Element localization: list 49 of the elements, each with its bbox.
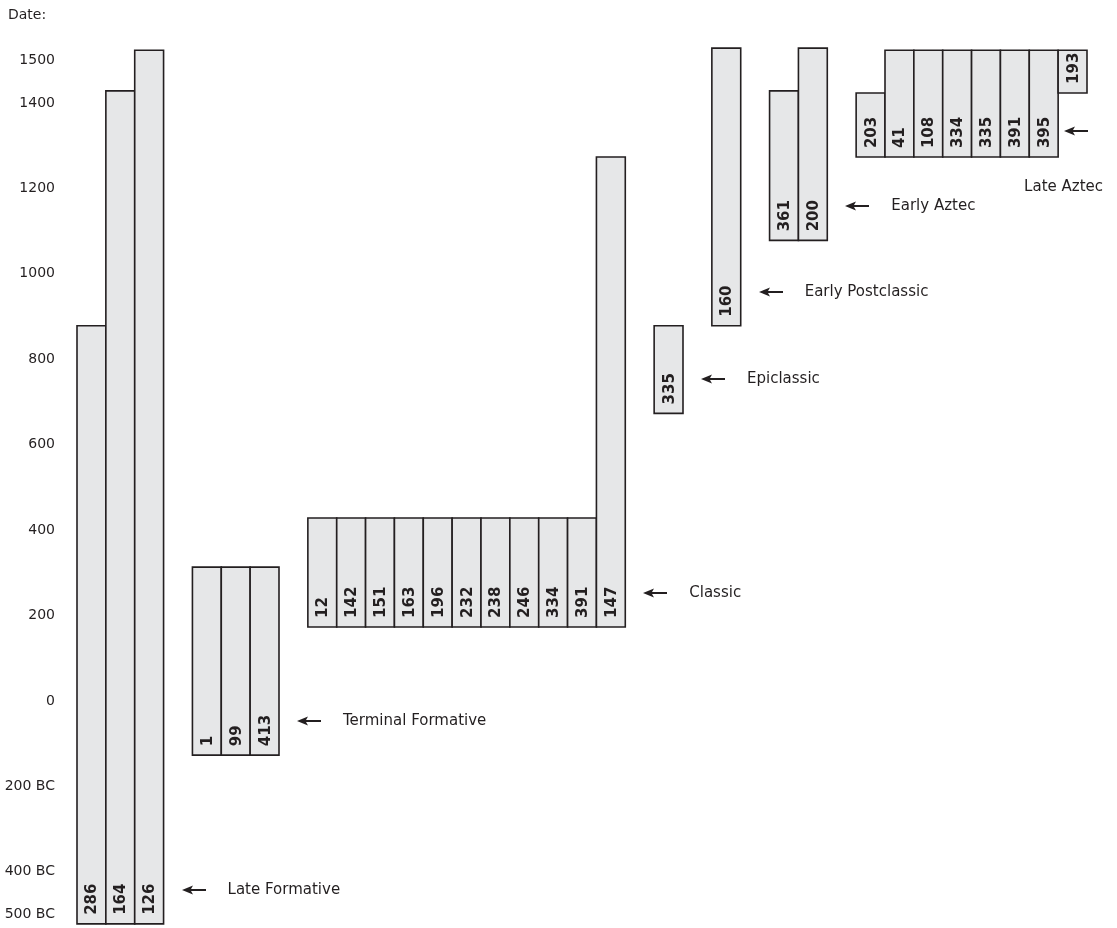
x-tick-label: 160	[717, 285, 736, 317]
y-tick-label: 400	[28, 520, 55, 537]
x-tick-label: 1	[197, 735, 216, 747]
y-axis-title: Date:	[8, 6, 47, 22]
x-tick-label: 126	[140, 883, 159, 915]
annotation: Epiclassic	[747, 369, 820, 388]
y-tick-label: 400 BC	[4, 862, 56, 879]
annotation: Early Aztec	[891, 196, 976, 215]
y-tick-label: 600	[28, 435, 55, 452]
x-tick-label: 41	[890, 127, 909, 149]
annotation: Terminal Formative	[343, 710, 487, 729]
y-tick-label: 500 BC	[4, 905, 56, 922]
x-tick-label: 413	[255, 714, 274, 747]
x-tick-label: 395	[1034, 116, 1053, 149]
x-tick-label: 203	[861, 116, 880, 149]
x-tick-label: 246	[515, 586, 534, 618]
annotation: Early Postclassic	[804, 281, 929, 300]
x-tick-label: 164	[111, 883, 130, 915]
x-tick-label: 361	[775, 200, 793, 232]
x-tick-label: 391	[1005, 116, 1024, 149]
annotation: Classic	[689, 582, 742, 601]
y-tick-label: 800	[28, 349, 55, 366]
x-tick-label: 232	[457, 586, 476, 618]
y-tick-label: 1000	[19, 264, 55, 281]
x-tick-label: 334	[948, 116, 967, 149]
x-tick-label: 335	[659, 373, 678, 405]
x-tick-label: 334	[544, 586, 563, 618]
x-tick-label: 151	[371, 586, 389, 618]
x-tick-label: 99	[226, 725, 245, 747]
x-tick-label: 286	[82, 883, 101, 915]
annotation: Late Formative	[227, 879, 341, 898]
y-tick-label: 200 BC	[4, 777, 56, 794]
y-tick-label: 0	[46, 691, 55, 708]
x-tick-label: 108	[919, 116, 938, 149]
x-tick-label: 142	[342, 586, 361, 618]
x-tick-label: 391	[573, 586, 591, 618]
y-tick-label: 1500	[19, 50, 55, 67]
x-tick-label: 12	[313, 597, 332, 618]
y-tick-label: 1200	[19, 178, 55, 195]
x-tick-label: 335	[977, 116, 995, 149]
bar	[653, 325, 684, 415]
y-tick-label: 1400	[19, 93, 55, 110]
x-tick-label: 193	[1063, 52, 1082, 84]
x-tick-label: 196	[428, 586, 447, 618]
annotation: Late Aztec	[1024, 177, 1103, 196]
bar	[711, 47, 742, 327]
x-tick-label: 163	[399, 586, 418, 618]
x-tick-label: 238	[486, 586, 505, 618]
x-tick-label: 147	[601, 586, 620, 618]
